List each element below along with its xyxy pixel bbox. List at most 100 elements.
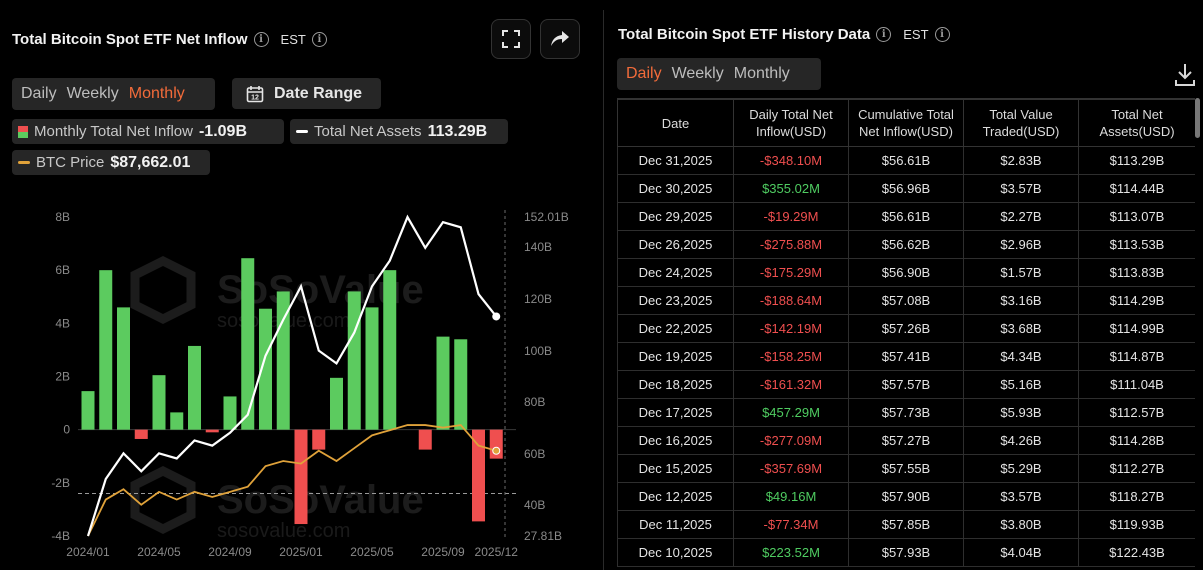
column-header: Total Net Assets(USD)	[1078, 99, 1195, 147]
history-tab-monthly[interactable]: Monthly	[733, 65, 790, 82]
date-range-button[interactable]: 12 Date Range	[232, 78, 381, 109]
cumulative-cell: $56.61B	[848, 146, 964, 175]
assets-cell: $113.83B	[1078, 258, 1195, 287]
inflow-cell: -$348.10M	[733, 146, 849, 175]
date-cell: Dec 18,2025	[617, 370, 734, 399]
y-right-tick-label: 152.01B	[524, 210, 569, 224]
table-row[interactable]: Dec 22,2025 -$142.19M $57.26B $3.68B $114.99…	[617, 314, 1195, 343]
history-tab-weekly[interactable]: Weekly	[671, 65, 724, 82]
cumulative-cell: $56.90B	[848, 258, 964, 287]
cumulative-cell: $56.62B	[848, 230, 964, 259]
inflow-bar	[188, 345, 201, 430]
traded-cell: $5.29B	[963, 454, 1079, 483]
table-scrollbar[interactable]	[1195, 98, 1200, 138]
inflow-bar	[81, 391, 95, 430]
timezone-label: EST	[280, 32, 306, 47]
legend-total-assets-label: Total Net Assets	[314, 123, 422, 140]
y-right-tick-label: 40B	[524, 498, 545, 512]
legend-btc-price[interactable]: BTC Price $87,662.01	[12, 150, 210, 175]
table-row[interactable]: Dec 12,2025 $49.16M $57.90B $3.57B $118.27B	[617, 482, 1195, 511]
assets-cell: $118.27B	[1078, 482, 1195, 511]
table-row[interactable]: Dec 15,2025 -$357.69M $57.55B $5.29B $112.27…	[617, 454, 1195, 483]
traded-cell: $5.93B	[963, 398, 1079, 427]
assets-cell: $114.28B	[1078, 426, 1195, 455]
x-tick-label: 2024/01	[66, 545, 110, 559]
assets-cell: $111.04B	[1078, 370, 1195, 399]
download-icon[interactable]	[1174, 62, 1196, 88]
tab-weekly[interactable]: Weekly	[66, 85, 119, 102]
inflow-bar	[294, 429, 308, 525]
total-assets-line	[86, 214, 498, 537]
table-row[interactable]: Dec 11,2025 -$77.34M $57.85B $3.80B $119.93B	[617, 510, 1195, 539]
table-row[interactable]: Dec 29,2025 -$19.29M $56.61B $2.27B $113.07B	[617, 202, 1195, 231]
cumulative-cell: $57.90B	[848, 482, 964, 511]
inflow-bar	[383, 270, 397, 430]
tab-monthly[interactable]: Monthly	[128, 85, 185, 102]
share-icon	[551, 31, 569, 46]
inflow-cell: -$77.34M	[733, 510, 849, 539]
cumulative-cell: $57.85B	[848, 510, 964, 539]
assets-cell: $114.87B	[1078, 342, 1195, 371]
cumulative-cell: $57.73B	[848, 398, 964, 427]
legend-total-assets[interactable]: Total Net Assets 113.29B	[290, 119, 508, 144]
cumulative-cell: $57.27B	[848, 426, 964, 455]
history-tab-daily[interactable]: Daily	[626, 65, 662, 82]
table-row[interactable]: Dec 30,2025 $355.02M $56.96B $3.57B $114.44B	[617, 174, 1195, 203]
history-timezone-info-icon[interactable]: i	[934, 27, 950, 42]
table-row[interactable]: Dec 31,2025 -$348.10M $56.61B $2.83B $113.29…	[617, 146, 1195, 175]
table-row[interactable]: Dec 26,2025 -$275.88M $56.62B $2.96B $113.53…	[617, 230, 1195, 259]
table-row[interactable]: Dec 16,2025 -$277.09M $57.27B $4.26B $114.28…	[617, 426, 1195, 455]
tab-daily[interactable]: Daily	[21, 85, 57, 102]
legend-net-inflow-value: -1.09B	[198, 122, 247, 140]
share-button[interactable]	[540, 19, 580, 59]
inflow-cell: -$188.64M	[733, 286, 849, 315]
date-cell: Dec 16,2025	[617, 426, 734, 455]
btc-price-marker	[492, 446, 501, 455]
x-tick-label: 2025/05	[350, 545, 394, 559]
assets-cell: $114.29B	[1078, 286, 1195, 315]
cumulative-cell: $57.93B	[848, 538, 964, 567]
inflow-cell: $457.29M	[733, 398, 849, 427]
table-row[interactable]: Dec 17,2025 $457.29M $57.73B $5.93B $112.57B	[617, 398, 1195, 427]
date-cell: Dec 15,2025	[617, 454, 734, 483]
column-header: Cumulative Total Net Inflow(USD)	[848, 99, 964, 147]
inflow-bar	[418, 429, 432, 450]
legend-net-inflow[interactable]: Monthly Total Net Inflow -1.09B	[12, 119, 284, 144]
info-icon[interactable]: i	[253, 32, 269, 47]
y-right-tick-label: 100B	[524, 344, 552, 358]
table-row[interactable]: Dec 18,2025 -$161.32M $57.57B $5.16B $111.04…	[617, 370, 1195, 399]
assets-cell: $119.93B	[1078, 510, 1195, 539]
table-row[interactable]: Dec 19,2025 -$158.25M $57.41B $4.34B $114.87…	[617, 342, 1195, 371]
history-info-icon[interactable]: i	[876, 27, 892, 42]
cumulative-cell: $57.26B	[848, 314, 964, 343]
inflow-bar	[241, 258, 255, 430]
fullscreen-button[interactable]	[491, 19, 531, 59]
watermark-logo-icon	[130, 255, 196, 325]
inflow-bar	[223, 396, 237, 430]
table-row[interactable]: Dec 24,2025 -$175.29M $56.90B $1.57B $113.83…	[617, 258, 1195, 287]
date-cell: Dec 12,2025	[617, 482, 734, 511]
y-right-tick-label: 140B	[524, 240, 552, 254]
inflow-bar	[205, 429, 219, 433]
chart-title: Total Bitcoin Spot ETF Net Inflow i EST …	[12, 31, 327, 48]
table-row[interactable]: Dec 10,2025 $223.52M $57.93B $4.04B $122.43B	[617, 538, 1195, 567]
table-row[interactable]: Dec 23,2025 -$188.64M $57.08B $3.16B $114.29…	[617, 286, 1195, 315]
date-cell: Dec 31,2025	[617, 146, 734, 175]
interval-tabs: Daily Weekly Monthly	[12, 78, 215, 110]
traded-cell: $3.16B	[963, 286, 1079, 315]
history-timezone: EST	[903, 27, 929, 42]
assets-cell: $114.44B	[1078, 174, 1195, 203]
traded-cell: $4.26B	[963, 426, 1079, 455]
inflow-bar	[259, 308, 272, 430]
calendar-icon: 12	[246, 85, 264, 102]
cumulative-cell: $57.55B	[848, 454, 964, 483]
btc-legend-icon	[18, 161, 30, 164]
inflow-bar	[312, 429, 326, 450]
cumulative-cell: $57.41B	[848, 342, 964, 371]
net-inflow-chart[interactable]: SoSoValuesosovalue.comSoSoValuesosovalue…	[0, 200, 603, 570]
assets-cell: $112.57B	[1078, 398, 1195, 427]
inflow-cell: -$175.29M	[733, 258, 849, 287]
timezone-info-icon[interactable]: i	[311, 32, 327, 47]
assets-cell: $113.07B	[1078, 202, 1195, 231]
